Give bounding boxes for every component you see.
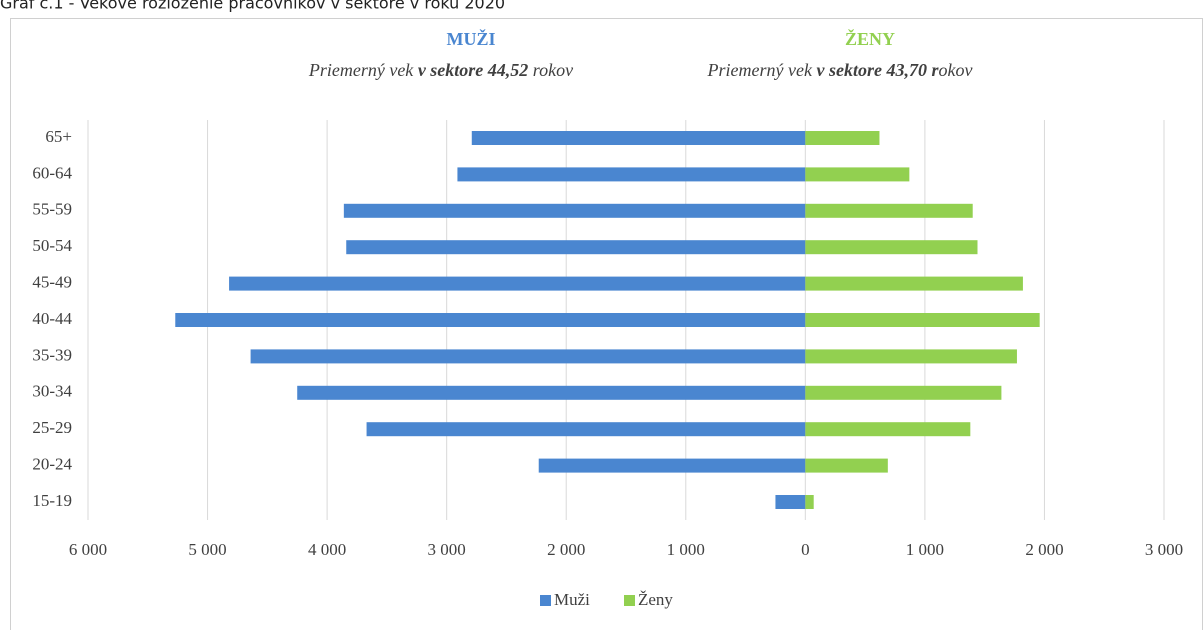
x-tick-label: 4 000 bbox=[308, 540, 346, 559]
x-tick-label: 3 000 bbox=[1145, 540, 1183, 559]
bar bbox=[805, 167, 910, 182]
bar bbox=[805, 422, 971, 437]
bar bbox=[297, 385, 806, 400]
y-tick-label: 25-29 bbox=[32, 418, 72, 437]
bar bbox=[805, 385, 1002, 400]
bar bbox=[805, 349, 1017, 364]
annotation-text: Priemerný vek v sektore 43,70 rokov bbox=[707, 60, 973, 80]
bar bbox=[457, 167, 806, 182]
bar bbox=[366, 422, 806, 437]
legend-swatch bbox=[624, 595, 635, 606]
bar bbox=[805, 458, 888, 473]
bar bbox=[250, 349, 806, 364]
bar bbox=[229, 276, 806, 291]
bar bbox=[805, 313, 1040, 327]
y-tick-label: 60-64 bbox=[32, 163, 72, 182]
bar bbox=[538, 458, 806, 473]
x-tick-label: 3 000 bbox=[428, 540, 466, 559]
bar bbox=[805, 276, 1023, 291]
y-tick-label: 50-54 bbox=[32, 236, 72, 255]
y-tick-label: 55-59 bbox=[32, 200, 72, 219]
y-tick-label: 45-49 bbox=[32, 273, 72, 292]
annotation-part: okov bbox=[938, 60, 972, 80]
legend-label: Ženy bbox=[638, 590, 673, 609]
bar bbox=[805, 131, 880, 145]
annotation-part: v sektore 43,70 r bbox=[816, 60, 939, 80]
y-tick-label: 20-24 bbox=[32, 455, 72, 474]
annotation-text: Priemerný vek v sektore 44,52 rokov bbox=[308, 60, 573, 80]
x-tick-label: 1 000 bbox=[667, 540, 705, 559]
bar bbox=[775, 495, 806, 509]
annotation-heading: MUŽI bbox=[447, 28, 496, 49]
chart-title: Graf č.1 - Vekové rozloženie pracovníkov… bbox=[0, 0, 505, 13]
bar bbox=[471, 131, 806, 145]
annotation-heading: ŽENY bbox=[845, 28, 895, 49]
x-tick-label: 5 000 bbox=[188, 540, 226, 559]
annotation-part: Priemerný vek bbox=[308, 60, 418, 80]
y-tick-label: 65+ bbox=[45, 127, 72, 146]
bar bbox=[343, 203, 806, 218]
x-tick-label: 1 000 bbox=[906, 540, 944, 559]
bar bbox=[346, 240, 806, 255]
annotation-part: rokov bbox=[528, 60, 573, 80]
y-tick-label: 30-34 bbox=[32, 382, 72, 401]
bar bbox=[175, 313, 806, 327]
x-tick-label: 2 000 bbox=[547, 540, 585, 559]
annotation-part: v sektore 44,52 bbox=[418, 60, 528, 80]
x-tick-label: 2 000 bbox=[1025, 540, 1063, 559]
bar bbox=[805, 495, 814, 509]
y-tick-label: 40-44 bbox=[32, 309, 72, 328]
x-tick-label: 0 bbox=[801, 540, 810, 559]
annotation-part: Priemerný vek bbox=[707, 60, 817, 80]
bar bbox=[805, 203, 973, 218]
x-tick-label: 6 000 bbox=[69, 540, 107, 559]
legend-swatch bbox=[540, 595, 551, 606]
legend-label: Muži bbox=[554, 590, 590, 609]
y-tick-label: 35-39 bbox=[32, 345, 72, 364]
bar bbox=[805, 240, 978, 255]
y-tick-label: 15-19 bbox=[32, 491, 72, 510]
